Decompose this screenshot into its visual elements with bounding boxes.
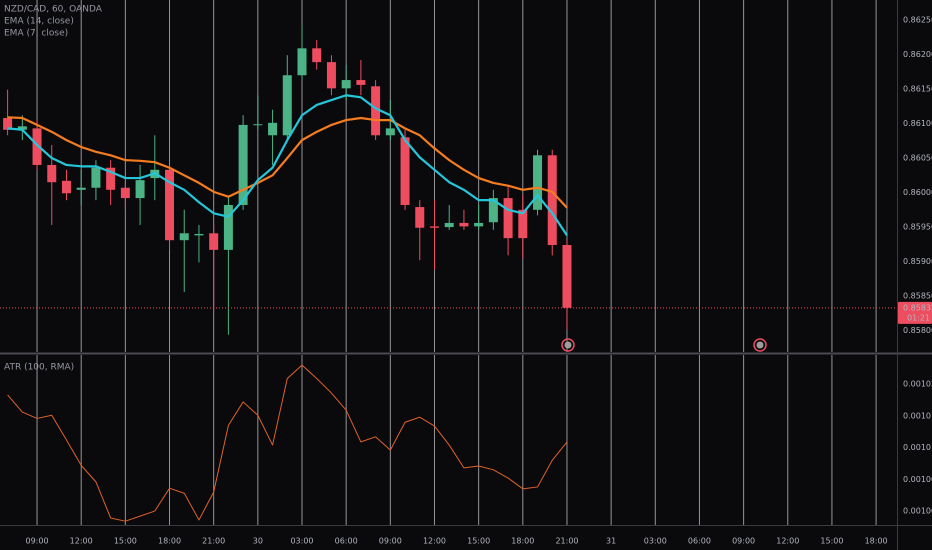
candle-body bbox=[547, 155, 557, 246]
event-marker[interactable] bbox=[753, 338, 767, 352]
candle-body bbox=[253, 124, 263, 126]
candle-body bbox=[194, 233, 204, 236]
candle-body bbox=[444, 222, 454, 228]
candle-body bbox=[518, 209, 528, 239]
x-tick-label: 21:00 bbox=[555, 537, 578, 546]
x-tick-label: 12:00 bbox=[70, 537, 93, 546]
labels: NZD/CAD, 60, OANDA EMA (14, close) EMA (… bbox=[4, 5, 932, 546]
candle-body bbox=[341, 80, 351, 89]
x-tick-label: 18:00 bbox=[865, 537, 888, 546]
x-tick-label: 18:00 bbox=[511, 537, 534, 546]
last-price-badge bbox=[898, 301, 932, 324]
x-tick-label: 15:00 bbox=[114, 537, 137, 546]
candle-body bbox=[474, 222, 484, 227]
x-tick-label: 15:00 bbox=[467, 537, 490, 546]
marks bbox=[0, 24, 897, 522]
legend-entry: ATR (100, RMA) bbox=[4, 363, 74, 373]
symbol-title: NZD/CAD, 60, OANDA bbox=[4, 5, 103, 15]
candle-body bbox=[356, 80, 366, 85]
y-tick-label: 0.00101 bbox=[903, 443, 932, 452]
candle-body bbox=[165, 169, 175, 241]
candle-body bbox=[47, 164, 57, 183]
candle-body bbox=[488, 198, 498, 223]
candle-body bbox=[459, 222, 469, 227]
candle-body bbox=[562, 245, 572, 308]
x-tick-label: 30 bbox=[253, 537, 263, 546]
candle-body bbox=[326, 62, 336, 89]
indicator-line bbox=[7, 94, 568, 236]
x-tick-label: 15:00 bbox=[820, 537, 843, 546]
indicator-line bbox=[7, 364, 568, 522]
candle-body bbox=[179, 233, 189, 241]
candle-body bbox=[209, 233, 219, 250]
candle-body bbox=[385, 128, 395, 136]
candle-body bbox=[120, 187, 130, 199]
candle-body bbox=[61, 180, 71, 194]
candle-body bbox=[3, 118, 13, 130]
candle-body bbox=[135, 180, 145, 199]
indicator-line bbox=[7, 116, 568, 209]
candle-body bbox=[533, 155, 543, 210]
event-marker[interactable] bbox=[561, 338, 575, 352]
candle-body bbox=[76, 187, 86, 190]
event-markers[interactable] bbox=[561, 338, 767, 352]
x-tick-label: 12:00 bbox=[776, 537, 799, 546]
x-tick-label: 21:00 bbox=[202, 537, 225, 546]
candle-body bbox=[503, 198, 513, 239]
candle-body bbox=[400, 137, 410, 205]
x-tick-label: 09:00 bbox=[379, 537, 402, 546]
y-tick-label: 0.00102 bbox=[903, 380, 932, 389]
candle-body bbox=[238, 124, 248, 205]
legend-entry: EMA (7, close) bbox=[4, 29, 68, 39]
x-tick-label: 06:00 bbox=[688, 537, 711, 546]
candle-body bbox=[312, 48, 322, 63]
x-tick-label: 06:00 bbox=[335, 537, 358, 546]
candle-body bbox=[106, 167, 116, 190]
x-tick-label: 31 bbox=[606, 537, 616, 546]
candle-body bbox=[429, 226, 439, 228]
candle-body bbox=[91, 167, 101, 188]
x-tick-label: 09:00 bbox=[732, 537, 755, 546]
candle-body bbox=[371, 86, 381, 136]
candle-body bbox=[223, 204, 233, 250]
candle-body bbox=[268, 122, 278, 136]
candle-body bbox=[297, 48, 307, 76]
candle-body bbox=[32, 128, 42, 165]
candle-body bbox=[415, 207, 425, 228]
countdown-label: 01:21 bbox=[907, 313, 930, 322]
x-tick-label: 09:00 bbox=[26, 537, 49, 546]
y-tick-label: 0.00101 bbox=[903, 411, 932, 420]
last-price-label: 0.85833 bbox=[903, 303, 932, 312]
x-tick-label: 03:00 bbox=[290, 537, 313, 546]
event-icon[interactable] bbox=[564, 341, 572, 349]
candle-body bbox=[17, 126, 27, 130]
x-tick-label: 03:00 bbox=[644, 537, 667, 546]
legend-entry: EMA (14, close) bbox=[4, 17, 74, 27]
x-tick-label: 18:00 bbox=[158, 537, 181, 546]
x-tick-label: 12:00 bbox=[423, 537, 446, 546]
candle-body bbox=[282, 75, 292, 136]
event-icon[interactable] bbox=[756, 341, 764, 349]
